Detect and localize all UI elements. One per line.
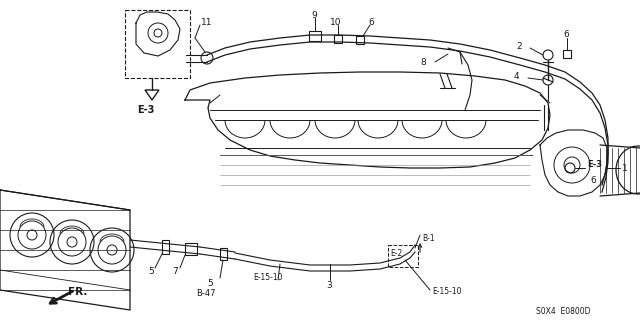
- Text: S0X4  E0800D: S0X4 E0800D: [536, 308, 591, 316]
- Text: 1: 1: [622, 164, 628, 172]
- Text: B-1: B-1: [422, 234, 435, 243]
- Text: FR.: FR.: [68, 287, 88, 297]
- Text: 9: 9: [311, 11, 317, 20]
- Text: E-3: E-3: [587, 159, 602, 169]
- Text: B-47: B-47: [196, 289, 216, 298]
- Text: 3: 3: [326, 282, 332, 291]
- Text: E-2: E-2: [390, 249, 403, 258]
- FancyBboxPatch shape: [388, 245, 418, 267]
- Text: 6: 6: [368, 18, 374, 27]
- Text: 2: 2: [516, 42, 522, 51]
- Bar: [334, 35, 342, 43]
- Bar: [220, 248, 227, 260]
- FancyBboxPatch shape: [125, 10, 190, 78]
- Text: E-3: E-3: [137, 105, 154, 115]
- Text: 5: 5: [207, 278, 212, 287]
- Text: E-15-10: E-15-10: [253, 274, 282, 283]
- Bar: [309, 31, 321, 41]
- Text: 5: 5: [148, 268, 154, 276]
- Text: 8: 8: [420, 58, 426, 67]
- Text: 11: 11: [201, 18, 212, 27]
- Bar: [185, 243, 197, 255]
- Text: E-15-10: E-15-10: [432, 287, 461, 297]
- Bar: [563, 50, 571, 58]
- Text: 4: 4: [514, 71, 520, 81]
- Text: 6: 6: [563, 29, 569, 38]
- Bar: [162, 240, 169, 254]
- Text: 10: 10: [330, 18, 342, 27]
- Text: 7: 7: [172, 268, 178, 276]
- Text: 6: 6: [590, 175, 596, 185]
- Bar: [356, 36, 364, 44]
